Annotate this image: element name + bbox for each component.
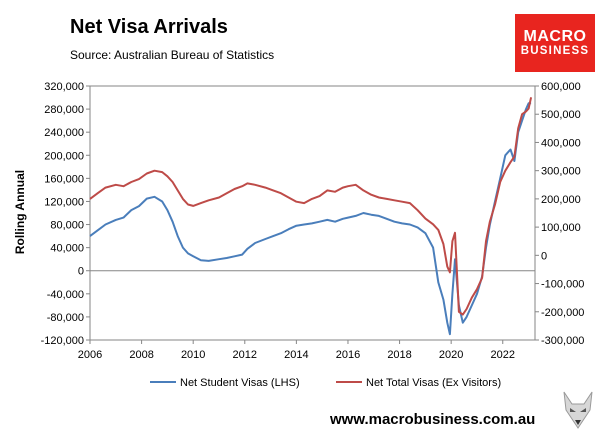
right-tick-label: 0 <box>541 250 547 262</box>
chart-source: Source: Australian Bureau of Statistics <box>70 48 275 62</box>
legend-student-label: Net Student Visas (LHS) <box>180 377 300 389</box>
right-tick-label: -300,000 <box>541 335 584 347</box>
left-tick-label: 280,000 <box>44 104 84 116</box>
left-tick-label: -120,000 <box>41 335 84 347</box>
x-tick-label: 2010 <box>181 349 205 361</box>
x-tick-label: 2022 <box>491 349 515 361</box>
x-tick-label: 2018 <box>387 349 411 361</box>
total-visas-line <box>89 97 533 316</box>
left-tick-label: 320,000 <box>44 81 84 93</box>
right-tick-label: 600,000 <box>541 81 581 93</box>
fox-mascot-icon <box>563 391 593 429</box>
footer-url[interactable]: www.macrobusiness.com.au <box>330 411 536 428</box>
left-tick-label: 80,000 <box>50 220 84 232</box>
left-tick-label: 200,000 <box>44 150 84 162</box>
left-tick-label: 160,000 <box>44 173 84 185</box>
logo-line2: BUSINESS <box>520 45 590 58</box>
left-tick-label: -80,000 <box>47 312 84 324</box>
left-tick-label: 0 <box>78 266 84 278</box>
chart-svg: 320,000 280,000 240,000 200,000 160,000 120,0… <box>13 81 584 389</box>
right-tick-label: 100,000 <box>541 222 581 234</box>
x-tick-label: 2020 <box>439 349 463 361</box>
right-tick-label: 400,000 <box>541 137 581 149</box>
y-axis-label: Rolling Annual <box>13 170 27 254</box>
x-tick-label: 2014 <box>284 349 308 361</box>
x-tick-label: 2016 <box>336 349 360 361</box>
right-tick-label: -200,000 <box>541 307 584 319</box>
chart-title: Net Visa Arrivals <box>70 16 228 38</box>
logo-line1: MACRO <box>523 27 587 45</box>
right-tick-label: -100,000 <box>541 279 584 291</box>
right-tick-label: 200,000 <box>541 194 581 206</box>
left-tick-label: 40,000 <box>50 243 84 255</box>
plot-area-border <box>89 85 536 341</box>
right-tick-label: 500,000 <box>541 109 581 121</box>
left-tick-label: -40,000 <box>47 289 84 301</box>
legend-total-label: Net Total Visas (Ex Visitors) <box>366 377 501 389</box>
macrobusiness-logo: MACRO BUSINESS <box>515 14 595 72</box>
x-tick-label: 2006 <box>78 349 102 361</box>
left-tick-label: 120,000 <box>44 196 84 208</box>
right-tick-label: 300,000 <box>541 166 581 178</box>
x-tick-label: 2008 <box>129 349 153 361</box>
x-tick-label: 2012 <box>233 349 257 361</box>
student-visas-line <box>89 102 532 336</box>
left-tick-label: 240,000 <box>44 127 84 139</box>
